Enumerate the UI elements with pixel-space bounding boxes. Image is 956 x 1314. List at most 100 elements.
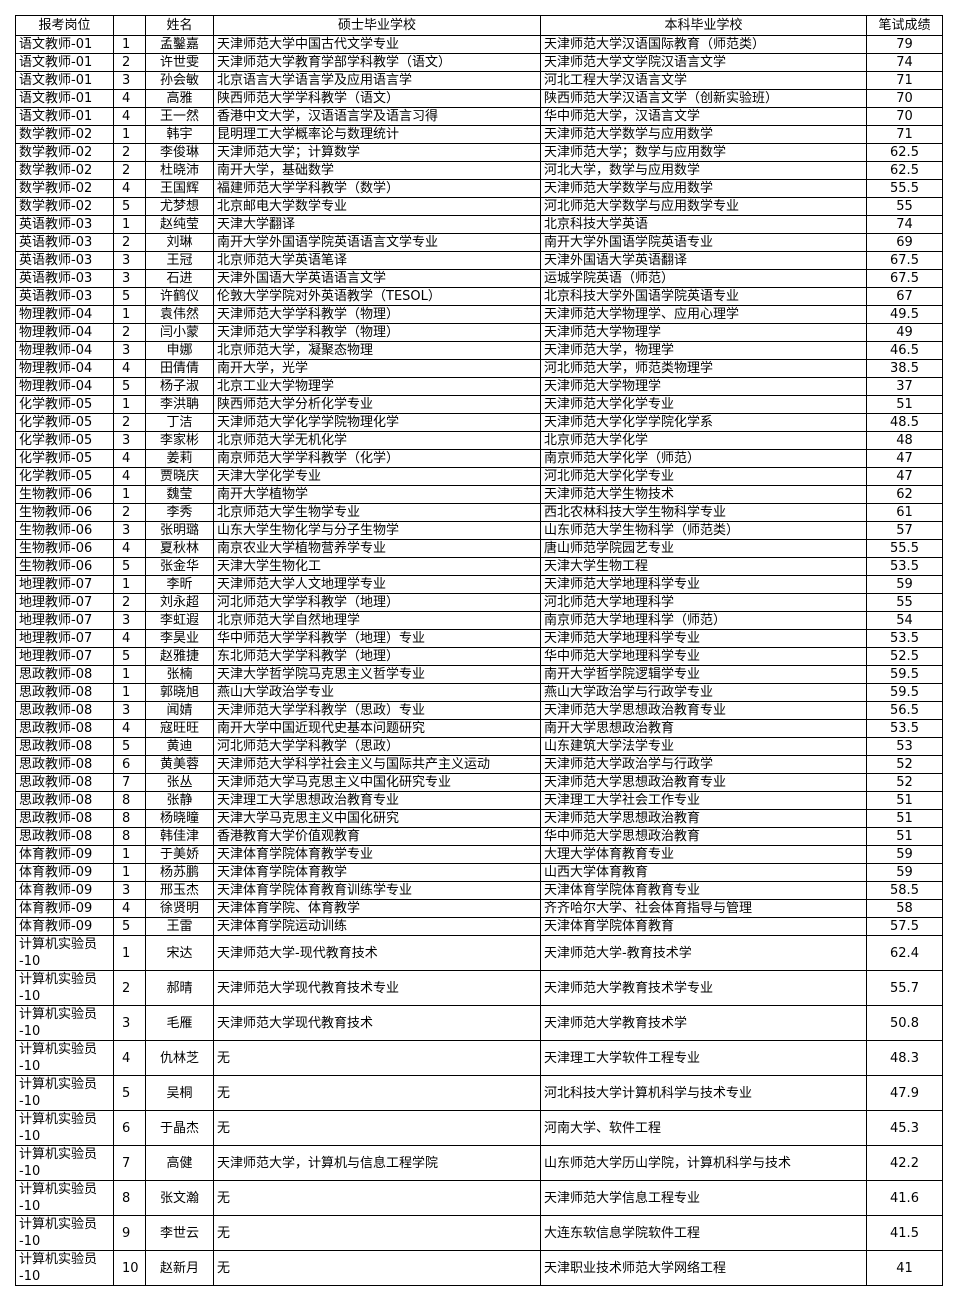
table-row: 数学教师-02 5 尤梦想 北京邮电大学数学专业 河北师范大学数学与应用数学专业 55 bbox=[15, 197, 943, 216]
table-cell: 46.5 bbox=[866, 341, 943, 360]
table-cell: 化学教师-05 bbox=[15, 449, 114, 468]
table-row: 英语教师-03 1 赵纯莹 天津大学翻译 北京科技大学英语 74 bbox=[15, 215, 943, 234]
table-cell: 无 bbox=[213, 1215, 541, 1251]
table-cell: 41 bbox=[866, 1250, 943, 1286]
table-cell: 华中师范大学学科教学（地理）专业 bbox=[213, 629, 541, 648]
table-cell: 天津大学生物化工 bbox=[213, 557, 541, 576]
table-row: 计算机实验员 -10 6 于晶杰无河南大学、软件工程 45.3 bbox=[15, 1110, 943, 1146]
table-row: 数学教师-02 4 王国辉 福建师范大学学科教学（数学） 天津师范大学数学与应用数学 55… bbox=[15, 179, 943, 198]
table-cell: 地理教师-07 bbox=[15, 629, 114, 648]
table-cell: 天津大学化学专业 bbox=[213, 467, 541, 486]
table-cell: 齐齐哈尔大学、社会体育指导与管理 bbox=[540, 899, 867, 918]
table-cell: 2 bbox=[113, 323, 146, 342]
table-cell: 英语教师-03 bbox=[15, 269, 114, 288]
table-cell: 北京工业大学物理学 bbox=[213, 377, 541, 396]
table-cell: 天津外国语大学英语语言文学 bbox=[213, 269, 541, 288]
header-cell: 姓名 bbox=[145, 15, 214, 36]
table-cell: 黄迪 bbox=[145, 737, 214, 756]
table-cell: 5 bbox=[113, 917, 146, 936]
table-cell: 天津外国语大学英语翻译 bbox=[540, 251, 867, 270]
table-cell: 赵新月 bbox=[145, 1250, 214, 1286]
table-row: 语文教师-01 2 许世雯 天津师范大学教育学部学科教学（语文） 天津师范大学文学院汉语… bbox=[15, 53, 943, 72]
table-row: 体育教师-09 5 王雷 天津体育学院运动训练 天津体育学院体育教育 57.5 bbox=[15, 917, 943, 936]
table-cell: 申娜 bbox=[145, 341, 214, 360]
table-cell: 丁洁 bbox=[145, 413, 214, 432]
table-cell: 山西大学体育教育 bbox=[540, 863, 867, 882]
table-cell: 天津师范大学地理科学专业 bbox=[540, 629, 867, 648]
table-cell: 南开大学思想政治教育 bbox=[540, 719, 867, 738]
table-cell: 71 bbox=[866, 71, 943, 90]
table-cell: 天津师范大学现代教育技术 bbox=[213, 1005, 541, 1041]
table-row: 英语教师-03 3 石进 天津外国语大学英语语言文学 运城学院英语（师范） 67.5 bbox=[15, 269, 943, 288]
table-cell: 计算机实验员 -10 bbox=[15, 1110, 114, 1146]
table-cell: 47.9 bbox=[866, 1075, 943, 1111]
table-cell: 天津师范大学物理学 bbox=[540, 377, 867, 396]
table-row: 生物教师-06 2 李秀 北京师范大学生物学专业 西北农林科技大学生物科学专业 61 bbox=[15, 503, 943, 522]
table-cell: 天津职业技术师范大学网络工程 bbox=[540, 1250, 867, 1286]
table-cell: 1 bbox=[113, 305, 146, 324]
table-cell: 河北科技大学计算机科学与技术专业 bbox=[540, 1075, 867, 1111]
table-cell: 53.5 bbox=[866, 557, 943, 576]
table-cell: 2 bbox=[113, 143, 146, 162]
table-cell: 8 bbox=[113, 827, 146, 846]
table-cell: 48.5 bbox=[866, 413, 943, 432]
table-cell: 张楠 bbox=[145, 665, 214, 684]
table-cell: 4 bbox=[113, 449, 146, 468]
table-cell: 天津理工大学软件工程专业 bbox=[540, 1040, 867, 1076]
table-cell: 夏秋林 bbox=[145, 539, 214, 558]
table-cell: 地理教师-07 bbox=[15, 575, 114, 594]
table-cell: 天津师范大学-教育技术学 bbox=[540, 935, 867, 971]
table-cell: 生物教师-06 bbox=[15, 503, 114, 522]
table-cell: 3 bbox=[113, 701, 146, 720]
table-cell: 孟鑿嘉 bbox=[145, 35, 214, 54]
table-cell: 吴桐 bbox=[145, 1075, 214, 1111]
table-row: 生物教师-06 3 张明璐 山东大学生物化学与分子生物学 山东师范大学生物科学（师范类）… bbox=[15, 521, 943, 540]
table-cell: 河北师范大学地理科学 bbox=[540, 593, 867, 612]
table-cell: 7 bbox=[113, 1145, 146, 1181]
table-cell: 天津师范大学汉语国际教育（师范类） bbox=[540, 35, 867, 54]
table-row: 思政教师-08 1 张楠 天津大学哲学院马克思主义哲学专业 南开大学哲学院逻辑学专业 59… bbox=[15, 665, 943, 684]
table-row: 化学教师-05 1 李洪聃 陕西师范大学分析化学专业 天津师范大学化学专业 51 bbox=[15, 395, 943, 414]
table-cell: 天津大学翻译 bbox=[213, 215, 541, 234]
table-cell: 58 bbox=[866, 899, 943, 918]
table-cell: 体育教师-09 bbox=[15, 863, 114, 882]
table-cell: 北京科技大学英语 bbox=[540, 215, 867, 234]
table-cell: 3 bbox=[113, 71, 146, 90]
table-cell: 50.8 bbox=[866, 1005, 943, 1041]
table-cell: 3 bbox=[113, 1005, 146, 1041]
header-cell: 笔试成绩 bbox=[866, 15, 943, 36]
table-cell: 天津师范大学化学学院化学系 bbox=[540, 413, 867, 432]
table-cell: 运城学院英语（师范） bbox=[540, 269, 867, 288]
table-cell: 山东大学生物化学与分子生物学 bbox=[213, 521, 541, 540]
table-cell: 闻婧 bbox=[145, 701, 214, 720]
table-cell: 59 bbox=[866, 845, 943, 864]
table-cell: 徐贤明 bbox=[145, 899, 214, 918]
header-row: 报考岗位 姓名 硕士毕业学校 本科毕业学校 笔试成绩 bbox=[15, 15, 943, 36]
table-cell: 张文瀚 bbox=[145, 1180, 214, 1216]
table-cell: 计算机实验员 -10 bbox=[15, 1180, 114, 1216]
table-cell: 陕西师范大学汉语言文学（创新实验班） bbox=[540, 89, 867, 108]
table-cell: 71 bbox=[866, 125, 943, 144]
table-cell: 天津体育学院、体育教学 bbox=[213, 899, 541, 918]
table-cell: 化学教师-05 bbox=[15, 467, 114, 486]
table-cell: 张丛 bbox=[145, 773, 214, 792]
table-cell: 49.5 bbox=[866, 305, 943, 324]
table-cell: 南开大学，基础数学 bbox=[213, 161, 541, 180]
table-row: 思政教师-08 7 张丛 天津师范大学马克思主义中国化研究专业 天津师范大学思想政治教育… bbox=[15, 773, 943, 792]
table-row: 生物教师-06 1 魏莹 南开大学植物学 天津师范大学生物技术 62 bbox=[15, 485, 943, 504]
table-cell: 天津师范大学教育学部学科教学（语文） bbox=[213, 53, 541, 72]
table-cell: 南开大学外国语学院英语语言文学专业 bbox=[213, 233, 541, 252]
table-cell: 4 bbox=[113, 107, 146, 126]
table-cell: 思政教师-08 bbox=[15, 737, 114, 756]
table-cell: 计算机实验员 -10 bbox=[15, 935, 114, 971]
table-cell: 王国辉 bbox=[145, 179, 214, 198]
table-cell: 天津大学马克思主义中国化研究 bbox=[213, 809, 541, 828]
score-table: 报考岗位 姓名 硕士毕业学校 本科毕业学校 笔试成绩 语文教师-01 1 孟鑿嘉 天津… bbox=[15, 15, 943, 1286]
table-cell: 赵纯莹 bbox=[145, 215, 214, 234]
table-cell: 思政教师-08 bbox=[15, 755, 114, 774]
table-cell: 李家彬 bbox=[145, 431, 214, 450]
table-row: 地理教师-07 1 李昕 天津师范大学人文地理学专业 天津师范大学地理科学专业 59 bbox=[15, 575, 943, 594]
table-cell: 4 bbox=[113, 359, 146, 378]
table-cell: 41.5 bbox=[866, 1215, 943, 1251]
table-cell: 天津大学生物工程 bbox=[540, 557, 867, 576]
